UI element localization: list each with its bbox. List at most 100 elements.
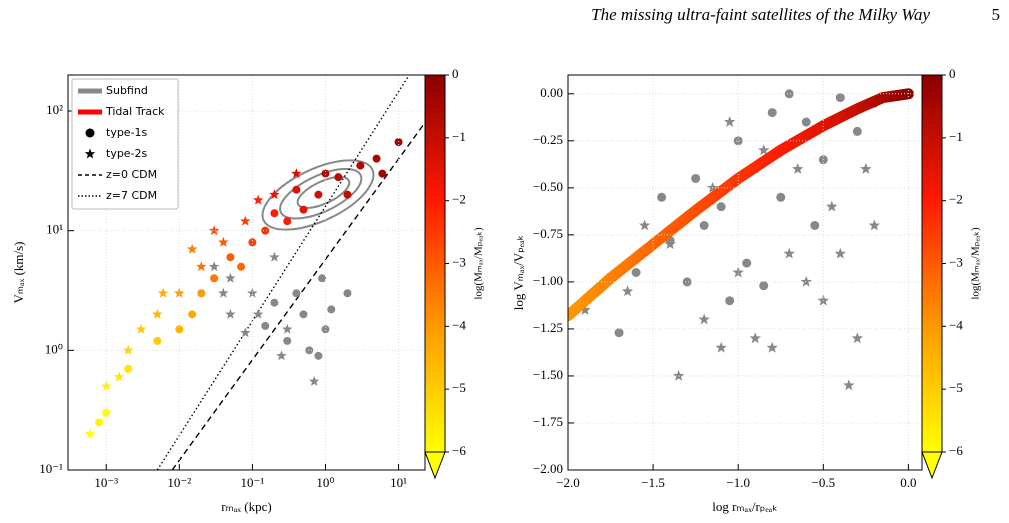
circle-point bbox=[102, 408, 111, 417]
star-point bbox=[218, 287, 229, 298]
circle-point bbox=[682, 277, 692, 287]
x-tick-label: 0.0 bbox=[900, 475, 916, 490]
colorbar bbox=[424, 74, 446, 453]
circle-point bbox=[334, 173, 343, 182]
circle-point bbox=[742, 258, 752, 268]
colorbar-tick-label: 0 bbox=[452, 66, 459, 81]
circle-point bbox=[378, 169, 387, 178]
x-tick-label: −2.0 bbox=[556, 475, 580, 490]
star-point bbox=[749, 332, 761, 344]
y-axis-label: log Vₘₐₓ/Vₚₑₐₖ bbox=[511, 235, 526, 310]
y-tick-label: −0.25 bbox=[533, 132, 563, 147]
x-tick-label: 10⁻¹ bbox=[241, 475, 265, 490]
circle-point bbox=[631, 268, 641, 277]
star-point bbox=[834, 247, 847, 259]
star-point bbox=[621, 285, 634, 297]
circle-point bbox=[691, 173, 701, 183]
circle-point bbox=[226, 253, 235, 262]
circle-point bbox=[321, 325, 330, 334]
star-point bbox=[152, 308, 163, 319]
running-title: The missing ultra-faint satellites of th… bbox=[591, 5, 930, 24]
star-point bbox=[638, 219, 651, 231]
star-point bbox=[269, 189, 280, 200]
y-tick-label: −1.25 bbox=[533, 320, 563, 335]
y-axis-label: Vₘₐₓ (km/s) bbox=[11, 241, 26, 303]
star-point bbox=[252, 308, 264, 319]
circle-point bbox=[343, 289, 352, 298]
subfind-contour bbox=[261, 159, 375, 231]
x-tick-label: −0.5 bbox=[811, 475, 835, 490]
colorbar-tick-label: −4 bbox=[452, 317, 466, 332]
colorbar-extend bbox=[921, 451, 943, 480]
star-point bbox=[240, 215, 251, 226]
colorbar-tick-label: −6 bbox=[452, 443, 466, 458]
star-point bbox=[800, 275, 812, 287]
star-point bbox=[122, 344, 134, 355]
star-point bbox=[247, 287, 258, 298]
legend-label: type-1s bbox=[106, 126, 148, 139]
x-tick-label: 10¹ bbox=[390, 475, 407, 490]
x-tick-label: 10⁰ bbox=[316, 475, 334, 490]
star-point bbox=[766, 341, 778, 353]
star-point bbox=[579, 304, 591, 315]
colorbar-tick-label: −1 bbox=[949, 129, 963, 144]
circle-point bbox=[299, 205, 308, 214]
colorbar-tick-label: −6 bbox=[949, 443, 963, 458]
circle-point bbox=[835, 93, 845, 103]
circle-point bbox=[283, 217, 292, 226]
circle-point bbox=[699, 220, 709, 230]
circle-point bbox=[716, 202, 726, 212]
y-tick-label: 10⁻¹ bbox=[39, 461, 63, 476]
colorbar-tick-label: −3 bbox=[949, 254, 963, 269]
legend-marker bbox=[84, 148, 96, 159]
star-point bbox=[276, 350, 287, 361]
x-tick-label: −1.0 bbox=[726, 475, 750, 490]
star-point bbox=[826, 200, 838, 212]
page-number: 5 bbox=[992, 5, 1001, 24]
legend-marker bbox=[85, 128, 95, 138]
y-tick-label: 10⁰ bbox=[45, 341, 63, 356]
colorbar-tick-label: −5 bbox=[452, 380, 466, 395]
x-tick-label: −1.5 bbox=[641, 475, 665, 490]
colorbar-label: log(Mₘₐₓ/Mₚₑₐₖ) bbox=[970, 227, 982, 300]
circle-point bbox=[372, 154, 381, 163]
circle-point bbox=[188, 310, 197, 319]
colorbar-label: log(Mₘₐₓ/Mₚₑₐₖ) bbox=[473, 227, 485, 300]
circle-point bbox=[801, 117, 811, 127]
x-tick-label: 10⁻³ bbox=[94, 475, 118, 490]
circle-point bbox=[759, 281, 769, 291]
y-tick-label: −1.75 bbox=[533, 414, 563, 429]
y-tick-label: −1.50 bbox=[533, 367, 563, 382]
star-point bbox=[186, 243, 198, 254]
circle-point bbox=[394, 138, 403, 147]
star-point bbox=[135, 323, 147, 334]
y-tick-label: −0.75 bbox=[533, 226, 563, 241]
circle-point bbox=[733, 136, 743, 146]
colorbar-tick-label: −4 bbox=[949, 317, 963, 332]
star-point bbox=[868, 219, 881, 231]
colorbar bbox=[921, 74, 943, 453]
star-point bbox=[860, 163, 872, 174]
circle-point bbox=[270, 298, 279, 307]
star-point bbox=[218, 236, 229, 247]
legend-label: Tidal Track bbox=[105, 105, 165, 118]
circle-point bbox=[248, 238, 257, 247]
circle-point bbox=[767, 108, 777, 118]
circle-point bbox=[784, 89, 794, 99]
star-point bbox=[291, 168, 302, 179]
star-point bbox=[715, 341, 727, 353]
colorbar-tick-label: −2 bbox=[452, 192, 466, 207]
circle-point bbox=[343, 190, 352, 199]
star-point bbox=[225, 308, 236, 319]
colorbar-tick-label: −1 bbox=[452, 129, 466, 144]
circle-point bbox=[261, 226, 270, 235]
cdm-line bbox=[156, 75, 410, 470]
circle-point bbox=[124, 364, 133, 373]
x-axis-label: log rₘₐₓ/rₚₑₐₖ bbox=[712, 499, 778, 514]
star-point bbox=[758, 144, 770, 156]
colorbar-tick-label: −2 bbox=[949, 192, 963, 207]
circle-point bbox=[261, 321, 270, 330]
circle-point bbox=[314, 190, 323, 199]
star-point bbox=[225, 272, 236, 283]
star-point bbox=[100, 380, 112, 391]
